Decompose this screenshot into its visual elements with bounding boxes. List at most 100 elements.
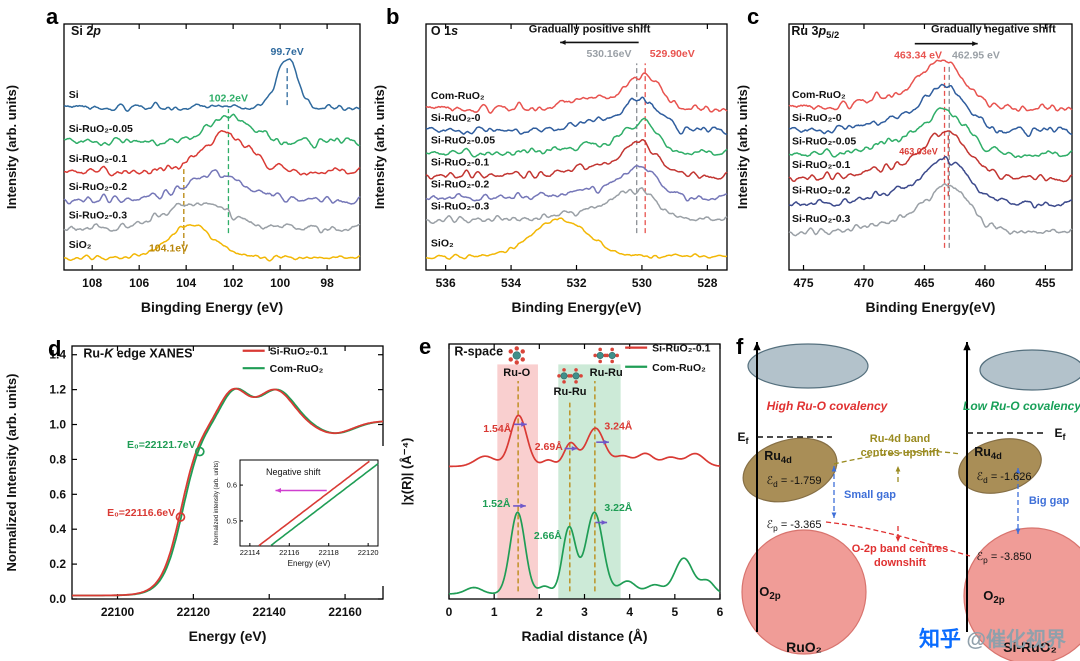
tspan-shape: 0.6 [227,481,237,490]
tspan-shape: High Ru-O covalency [767,399,889,413]
curve-SiO₂ [63,224,361,262]
tspan-shape: 1.0 [49,418,66,432]
tspan-shape: E₀=22121.7eV [127,439,196,451]
tspan-shape: 455 [1035,276,1055,290]
polygon-shape [753,342,761,351]
circle-shape [562,380,566,384]
tspan-shape: Ru-Ru [554,386,587,398]
legend-label: Com-RuO₂ [652,362,706,374]
curve-Com-RuO₂ [448,511,721,595]
x-tick: 100 [270,276,290,290]
tspan-shape: 106 [129,276,149,290]
tspan-shape: Ru [764,449,781,463]
tspan-shape: ℰ [767,475,774,487]
tspan-shape: = -1.626 [988,471,1032,483]
curve-Si-RuO₂-0.2 [788,155,1073,209]
inset-x-tick: 22114 [240,548,260,557]
curve-SiO₂ [425,217,728,260]
y-tick: 0.4 [49,522,66,536]
x-axis-label: Binding Energy(eV) [512,299,642,315]
annotation: 104.1eV [149,243,188,255]
circle-shape [175,512,186,522]
x-tick: 98 [320,276,334,290]
polygon-shape [521,421,527,427]
curve-label: Si-RuO₂-0.3 [431,201,490,213]
tspan-shape: Normalized Intensity (arb. units) [4,374,19,572]
tspan-shape: 460 [975,276,995,290]
x-tick: 536 [436,276,456,290]
tspan-shape: 4d [991,451,1002,461]
legend-label: Si-RuO₂-0.1 [270,346,329,358]
tspan-shape: downshift [874,557,926,569]
tspan-shape: 22118 [319,548,339,557]
tspan-shape: 0.2 [49,557,66,571]
circle-shape [574,368,578,372]
curve-Si [63,58,361,112]
circle-shape [557,374,561,378]
curve-Si-RuO₂-0.05 [425,117,728,158]
ellipse-shape [958,438,1042,494]
curve-Si-RuO₂-0 [425,96,728,135]
polygon-shape [895,466,901,472]
circle-shape [598,359,602,364]
tspan-shape: Com-RuO₂ [792,89,846,101]
tspan-shape: 104 [176,276,196,290]
band-label: centres upshift [861,447,940,459]
curve-label: Si-RuO₂-0.05 [792,136,856,148]
tspan-shape: 0.4 [49,522,66,536]
band-label: Big gap [1029,495,1070,507]
rect-shape [558,364,621,599]
x-axis-label: Bingding Energy (eV) [141,299,283,315]
curve-Si-RuO₂-0.2 [425,164,728,202]
curve-label: SiO₂ [69,239,92,251]
panel-letter-b: b [386,4,400,29]
circle-shape [508,349,513,354]
watermark-handle: @催化视界 [960,629,1066,651]
tspan-shape: 102.2eV [209,92,248,104]
tspan-shape: 22100 [101,605,135,619]
tspan-shape: Ru- [83,346,104,360]
x-tick: 108 [82,276,102,290]
tspan-shape: 0 [446,605,453,619]
panel-f-band-diagram: f High Ru-O covalency Low Ru-O covalency E… [730,330,1080,661]
y-axis-label: Normalized Intensity (arb. units) [4,374,19,572]
curve-label: Si-RuO₂-0.1 [431,156,490,168]
inset-y-label: Normalized intensity (arb. units) [214,461,220,545]
curve-Si-RuO₂-0.1 [72,387,384,597]
band-label: O2p [983,588,1005,606]
tspan-shape: p [92,24,101,38]
tspan-shape: 3 [581,605,588,619]
tspan-shape: E [1054,426,1062,440]
circle-shape [194,446,205,457]
band-label: ℰp = -3.850 [977,551,1032,565]
panel-b-o1s-xps: b 536 534 532 530 528 Binding Energy(eV) Inten… [370,0,735,330]
panel-letter-e: e [419,334,432,359]
circle-shape [520,349,525,354]
tspan-shape: O-2p band centres [852,543,949,555]
curve-label: Com-RuO₂ [431,90,485,102]
tspan-shape: Ru-4d band [870,433,931,445]
panel-a-si2p-xps: a 108 106 104 102 100 98 Bingding Energy (eV) I… [0,0,370,330]
tspan-shape: 536 [436,276,456,290]
panel-letter-d: d [48,336,62,361]
x-tick: 455 [1035,276,1055,290]
tspan-shape: 5 [671,605,678,619]
curve-label: Si-RuO₂-0.2 [431,179,490,191]
polygon-shape [972,41,978,47]
x-tick: 102 [223,276,243,290]
tspan-shape: K [104,346,114,360]
annotation: Ru-O [503,367,530,379]
polygon-shape [571,446,578,451]
inset-y-tick: 0.5 [227,516,237,525]
panel-letter-f: f [736,334,744,359]
tspan-shape: SiO₂ [431,238,454,250]
legend-label: Com-RuO₂ [270,363,324,375]
tspan-shape: 108 [82,276,102,290]
tspan-shape: Radial distance (Å) [521,628,647,644]
band-label: ℰd = -1.626 [977,471,1032,485]
circle-shape [608,351,616,359]
tspan-shape: 475 [793,276,813,290]
tspan-shape: Com-RuO₂ [652,362,706,374]
tspan-shape: Si-RuO₂-0.05 [69,123,133,135]
panel-b-chart: 536 534 532 530 528 Binding Energy(eV) Intensi… [372,23,728,315]
